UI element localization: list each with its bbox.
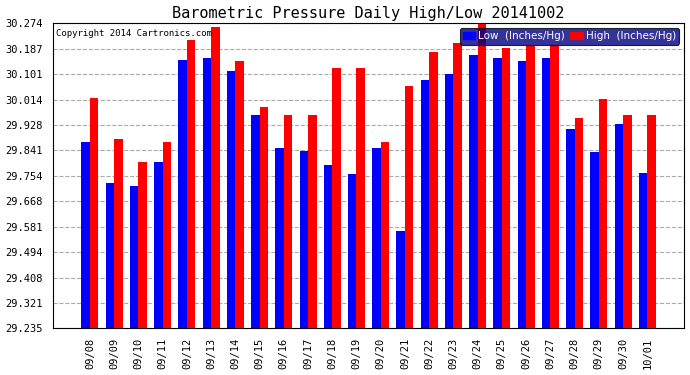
Bar (526, 45, 535, 328)
Bar (469, 55, 477, 328)
Bar (81, 142, 90, 328)
Bar (227, 71, 235, 328)
Bar (518, 61, 526, 328)
Bar (284, 116, 293, 328)
Bar (502, 48, 511, 328)
Bar (235, 61, 244, 328)
Bar (308, 116, 317, 328)
Bar (275, 148, 284, 328)
Bar (477, 24, 486, 328)
Bar (647, 116, 655, 328)
Bar (90, 98, 99, 328)
Bar (163, 142, 171, 328)
Bar (187, 40, 195, 328)
Bar (397, 231, 405, 328)
Bar (372, 148, 381, 328)
Bar (324, 165, 333, 328)
Bar (453, 44, 462, 328)
Bar (259, 106, 268, 328)
Bar (211, 27, 219, 328)
Text: Copyright 2014 Cartronics.com: Copyright 2014 Cartronics.com (56, 29, 212, 38)
Bar (575, 118, 583, 328)
Bar (139, 162, 147, 328)
Bar (348, 174, 357, 328)
Bar (357, 68, 365, 328)
Bar (639, 173, 647, 328)
Bar (381, 142, 389, 328)
Bar (179, 60, 187, 328)
Bar (542, 58, 551, 328)
Bar (154, 162, 163, 328)
Bar (445, 74, 453, 328)
Bar (405, 86, 413, 328)
Bar (429, 52, 437, 328)
Title: Barometric Pressure Daily High/Low 20141002: Barometric Pressure Daily High/Low 20141… (172, 6, 565, 21)
Bar (591, 152, 599, 328)
Bar (203, 58, 211, 328)
Legend: Low  (Inches/Hg), High  (Inches/Hg): Low (Inches/Hg), High (Inches/Hg) (460, 28, 679, 45)
Bar (251, 116, 259, 328)
Bar (566, 129, 575, 328)
Bar (106, 183, 115, 328)
Bar (615, 124, 623, 328)
Bar (333, 68, 341, 328)
Bar (299, 151, 308, 328)
Bar (421, 80, 429, 328)
Bar (623, 116, 631, 328)
Bar (130, 186, 139, 328)
Bar (115, 139, 123, 328)
Bar (599, 99, 607, 328)
Bar (493, 58, 502, 328)
Bar (551, 45, 559, 328)
